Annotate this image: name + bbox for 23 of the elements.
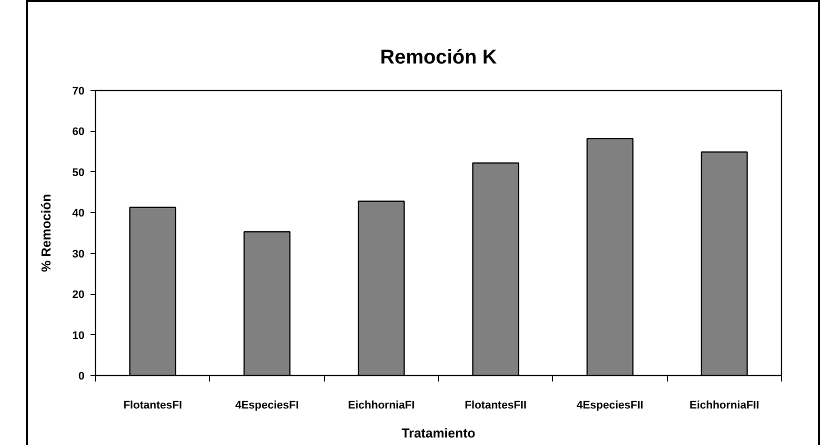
bar (129, 206, 176, 376)
x-axis-title: Tratamiento (402, 426, 476, 440)
x-tick-label: EichhorniaFII (689, 400, 760, 412)
bar (358, 200, 405, 376)
y-tick-label: 50 (72, 166, 85, 179)
bar (472, 162, 520, 376)
bar (244, 231, 290, 376)
x-tick-label: EichhorniaFI (348, 400, 415, 412)
bar (586, 138, 634, 376)
y-tick-label: 70 (72, 86, 85, 98)
y-tick-label: 20 (72, 289, 85, 302)
y-tick-label: 40 (72, 208, 85, 220)
x-tick-label: FlotantesFI (123, 400, 182, 412)
x-tick-label: 4EspeciesFI (235, 400, 299, 412)
bar (700, 151, 748, 376)
y-tick-label: 60 (72, 126, 85, 138)
y-tick-label: 10 (72, 330, 85, 342)
x-tick-label: FlotantesFII (464, 400, 527, 412)
y-tick-label: 30 (72, 248, 85, 260)
chart-title: Remoción K (380, 46, 498, 68)
x-tick-label: 4EspeciesFII (576, 400, 644, 412)
y-tick-label: 0 (78, 370, 85, 382)
y-axis-title: % Remoción (38, 194, 54, 272)
